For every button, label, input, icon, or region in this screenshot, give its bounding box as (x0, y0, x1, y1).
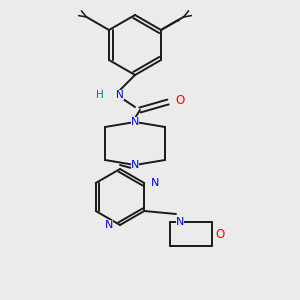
Text: N: N (116, 90, 124, 100)
Text: N: N (176, 217, 184, 227)
Text: N: N (105, 220, 113, 230)
Text: O: O (215, 227, 225, 241)
Text: N: N (131, 160, 139, 170)
Text: O: O (176, 94, 184, 106)
Text: H: H (96, 90, 104, 100)
Text: N: N (131, 117, 139, 127)
Text: N: N (151, 178, 160, 188)
